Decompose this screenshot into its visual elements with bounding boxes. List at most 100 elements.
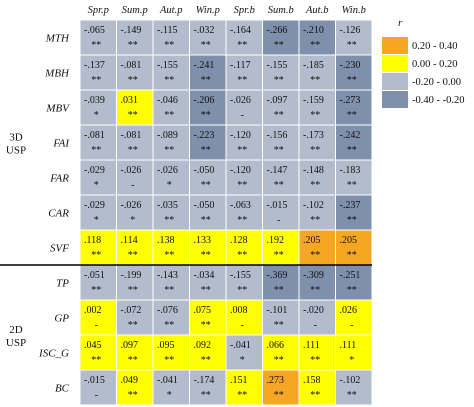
cell-significance: **: [91, 285, 101, 296]
heatmap-cell: -.185 **: [299, 55, 335, 90]
cell-value: -.206: [194, 95, 215, 106]
heatmap-cell: -.117 **: [226, 55, 262, 90]
cell-value: -.032: [194, 25, 215, 36]
cell-value: -.159: [303, 95, 324, 106]
heatmap-cell: -.081 **: [80, 125, 116, 160]
cell-fill: [263, 55, 299, 90]
cell-significance: **: [274, 285, 284, 296]
cell-value: -.273: [340, 95, 361, 106]
cell-fill: [117, 370, 153, 405]
cell-value: -.101: [267, 305, 288, 316]
legend-item: -0.40 - -0.20: [382, 91, 465, 108]
cell-value: -.149: [121, 25, 142, 36]
cell-significance: **: [164, 145, 174, 156]
cell-value: -.143: [157, 270, 178, 281]
heatmap-cell: -.237 **: [336, 195, 372, 230]
heatmap-cell: -.041 *: [153, 370, 189, 405]
cell-fill: [80, 20, 116, 55]
cell-significance: -: [241, 320, 244, 331]
column-header-sum-b: Sum.b: [268, 5, 294, 16]
row-label-mbh: MBH: [44, 68, 70, 80]
cell-fill: [336, 370, 372, 405]
cell-value: -.137: [84, 60, 105, 71]
cell-fill: [226, 370, 262, 405]
cell-fill: [226, 230, 262, 265]
row-label-tp: TP: [56, 278, 69, 290]
cell-significance: -: [131, 180, 134, 191]
cell-significance: **: [310, 215, 320, 226]
cell-fill: [190, 230, 226, 265]
cell-fill: [80, 160, 116, 195]
cell-fill: [190, 55, 226, 90]
heatmap-cell: -.223 **: [190, 125, 226, 160]
legend-swatch: [382, 55, 408, 72]
column-header-win-b: Win.b: [342, 5, 366, 16]
heatmap-cell: .192 **: [263, 230, 299, 265]
cell-fill: [226, 265, 262, 300]
cell-fill: [336, 20, 372, 55]
cell-value: -.020: [303, 305, 324, 316]
cell-value: -.076: [157, 305, 178, 316]
heatmap-cell: -.032 **: [190, 20, 226, 55]
cell-significance: **: [201, 40, 211, 51]
cell-value: -.120: [230, 130, 251, 141]
legend-swatch: [382, 37, 408, 54]
cell-significance: **: [347, 40, 357, 51]
heatmap-cell: -.015 -: [80, 370, 116, 405]
cell-significance: *: [130, 215, 135, 226]
heatmap-cell: .031 **: [117, 90, 153, 125]
cell-significance: **: [310, 145, 320, 156]
cell-significance: **: [274, 320, 284, 331]
cell-significance: **: [164, 110, 174, 121]
cell-fill: [117, 230, 153, 265]
cell-value: -.063: [230, 200, 251, 211]
legend-label: -0.20 - 0.00: [412, 77, 461, 88]
cell-fill: [263, 335, 299, 370]
cell-value: -.026: [157, 165, 178, 176]
cell-significance: **: [347, 250, 357, 261]
cell-significance: **: [164, 75, 174, 86]
cell-fill: [153, 90, 189, 125]
heatmap-cell: .151 **: [226, 370, 262, 405]
cell-value: .049: [121, 375, 139, 386]
cell-value: .066: [267, 340, 285, 351]
cell-significance: **: [128, 250, 138, 261]
cell-fill: [190, 265, 226, 300]
cell-value: -.148: [303, 165, 324, 176]
row-labels: MTH MBH MBV FAI FAR CAR SVF TP GP ISC_G BC: [38, 33, 70, 395]
cell-value: -.115: [157, 25, 177, 36]
cell-value: .273: [267, 375, 285, 386]
cell-fill: [153, 160, 189, 195]
cell-value: -.117: [230, 60, 250, 71]
cell-value: .008: [230, 305, 248, 316]
cell-significance: **: [164, 40, 174, 51]
cell-value: -.072: [121, 305, 142, 316]
cell-value: .111: [340, 340, 357, 351]
heatmap-cell: .205 **: [336, 230, 372, 265]
cell-value: .031: [121, 95, 139, 106]
cell-fill: [117, 90, 153, 125]
cell-significance: **: [347, 285, 357, 296]
cell-significance: **: [310, 390, 320, 401]
cell-significance: **: [128, 390, 138, 401]
cell-value: -.164: [230, 25, 251, 36]
row-label-far: FAR: [49, 173, 69, 185]
legend-label: 0.20 - 0.40: [412, 41, 458, 52]
cell-significance: **: [237, 145, 247, 156]
cell-fill: [153, 55, 189, 90]
heatmap-cell: .008 -: [226, 300, 262, 335]
cell-value: .158: [303, 375, 321, 386]
cell-fill: [299, 90, 335, 125]
cell-value: .133: [194, 235, 212, 246]
cell-value: -.081: [121, 60, 142, 71]
heatmap-cell: .066 **: [263, 335, 299, 370]
cell-fill: [117, 160, 153, 195]
cell-significance: **: [91, 145, 101, 156]
cell-value: -.266: [267, 25, 288, 36]
cell-value: -.147: [267, 165, 288, 176]
cell-fill: [336, 125, 372, 160]
legend-item: -0.20 - 0.00: [382, 73, 461, 90]
cell-significance: **: [347, 145, 357, 156]
cell-fill: [80, 230, 116, 265]
column-header-sum-p: Sum.p: [122, 5, 148, 16]
